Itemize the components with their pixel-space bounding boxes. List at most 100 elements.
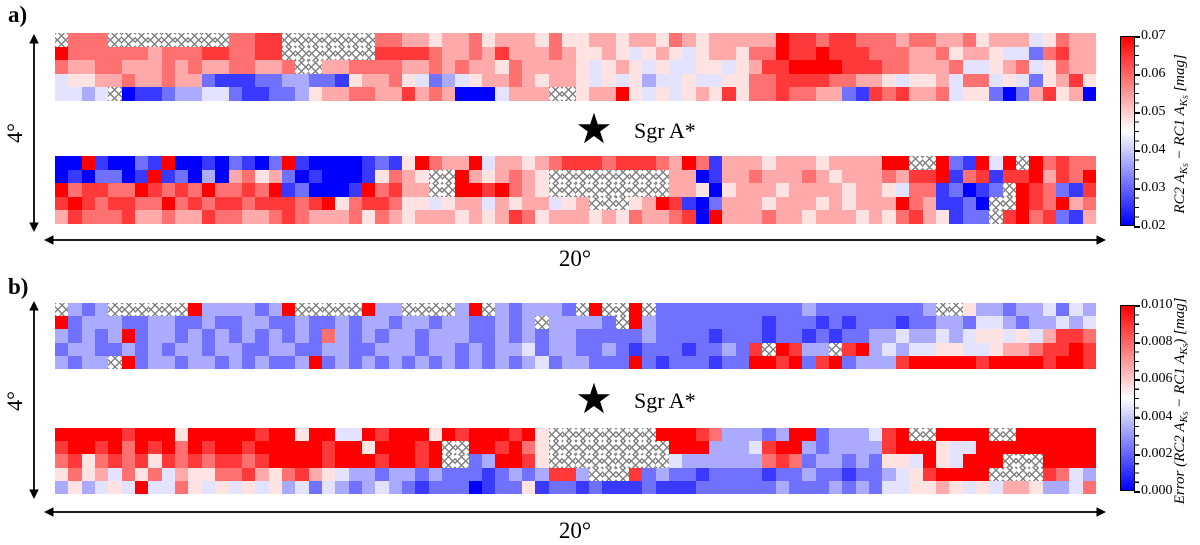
heatmap-cell xyxy=(295,73,309,88)
heatmap-cell xyxy=(375,303,389,317)
heatmap-cell xyxy=(989,156,1003,170)
heatmap-cell xyxy=(548,46,563,61)
heatmap-cell xyxy=(135,73,149,88)
heatmap-cell xyxy=(308,303,322,317)
heatmap-cell xyxy=(308,467,322,481)
heatmap-cell xyxy=(281,428,296,442)
heatmap-cell xyxy=(361,454,376,468)
heatmap-cell xyxy=(1015,33,1030,47)
heatmap-cell xyxy=(1055,329,1070,343)
heatmap-cell xyxy=(388,480,402,494)
heatmap-cell xyxy=(428,480,443,494)
heatmap-cell xyxy=(548,355,563,369)
heatmap-cell xyxy=(695,183,709,197)
heatmap-cell xyxy=(708,87,723,101)
heatmap-cell xyxy=(95,60,109,74)
heatmap-cell xyxy=(789,329,803,343)
heatmap-cell xyxy=(1069,196,1083,211)
heatmap-cell xyxy=(575,73,589,88)
heatmap-cell xyxy=(1055,73,1070,88)
heatmap-cell xyxy=(762,428,776,442)
heatmap-cell xyxy=(508,87,523,101)
heatmap-cell xyxy=(802,428,816,442)
heatmap-cell xyxy=(241,87,256,101)
heatmap-cell xyxy=(442,46,456,61)
heatmap-cell xyxy=(55,329,69,343)
heatmap-cell xyxy=(535,183,549,197)
heatmap-cell xyxy=(442,60,456,74)
heatmap-cell xyxy=(575,316,589,330)
heatmap-cell xyxy=(962,441,976,455)
heatmap-cell xyxy=(415,454,429,468)
heatmap-cell xyxy=(695,156,709,170)
heatmap-cell xyxy=(735,467,749,481)
heatmap-cell xyxy=(829,441,843,455)
heatmap-cell xyxy=(121,33,136,47)
heatmap-cell xyxy=(775,60,790,74)
heatmap-cell xyxy=(575,33,589,47)
heatmap-cell xyxy=(548,156,563,170)
heatmap-cell xyxy=(1082,329,1096,343)
heatmap-cell xyxy=(1055,441,1070,455)
heatmap-cell xyxy=(495,60,509,74)
heatmap-cell xyxy=(1042,87,1056,101)
heatmap-cell xyxy=(922,428,936,442)
heatmap-cell xyxy=(1015,467,1030,481)
heatmap-cell xyxy=(428,329,443,343)
heatmap-cell xyxy=(321,183,336,197)
heatmap-cell xyxy=(1055,316,1070,330)
heatmap-cell xyxy=(668,60,683,74)
heatmap-cell xyxy=(869,60,883,74)
heatmap-cell xyxy=(1082,183,1096,197)
heatmap-cell xyxy=(148,33,162,47)
heatmap-cell xyxy=(749,316,763,330)
heatmap-cell xyxy=(989,355,1003,369)
heatmap-cell xyxy=(762,169,776,184)
heatmap-cell xyxy=(335,329,349,343)
heatmap-cell xyxy=(255,156,269,170)
heatmap-cell xyxy=(375,156,389,170)
heatmap-cell xyxy=(135,46,149,61)
heatmap-cell xyxy=(281,169,296,184)
heatmap-cell xyxy=(1002,454,1016,468)
heatmap-cell xyxy=(682,46,696,61)
heatmap-cell xyxy=(922,60,936,74)
heatmap-cell xyxy=(495,316,509,330)
heatmap-cell xyxy=(95,329,109,343)
panel-a-cbar-tick: 0.06 xyxy=(1134,66,1166,81)
heatmap-cell xyxy=(548,169,563,184)
heatmap-cell xyxy=(615,355,629,369)
heatmap-cell xyxy=(508,156,523,170)
heatmap-cell xyxy=(642,156,656,170)
heatmap-cell xyxy=(682,428,696,442)
heatmap-cell xyxy=(148,467,162,481)
heatmap-cell xyxy=(415,60,429,74)
heatmap-cell xyxy=(228,156,242,170)
heatmap-cell xyxy=(949,33,963,47)
heatmap-cell xyxy=(975,329,990,343)
heatmap-cell xyxy=(321,480,336,494)
heatmap-cell xyxy=(402,428,416,442)
label-fragment: K xyxy=(1177,347,1190,355)
heatmap-cell xyxy=(81,210,96,224)
heatmap-cell xyxy=(135,355,149,369)
heatmap-cell xyxy=(922,196,936,211)
heatmap-cell xyxy=(869,156,883,170)
heatmap-cell xyxy=(55,210,69,224)
heatmap-cell xyxy=(95,467,109,481)
heatmap-cell xyxy=(949,480,963,494)
heatmap-cell xyxy=(989,467,1003,481)
heatmap-cell xyxy=(895,73,910,88)
heatmap-cell xyxy=(468,196,483,211)
heatmap-cell xyxy=(295,454,309,468)
heatmap-cell xyxy=(161,480,176,494)
heatmap-cell xyxy=(335,60,349,74)
heatmap-cell xyxy=(588,303,603,317)
heatmap-cell xyxy=(789,428,803,442)
heatmap-cell xyxy=(215,169,229,184)
heatmap-cell xyxy=(508,428,523,442)
heatmap-cell xyxy=(161,342,176,356)
heatmap-cell xyxy=(175,73,189,88)
heatmap-cell xyxy=(602,183,616,197)
heatmap-cell xyxy=(829,60,843,74)
